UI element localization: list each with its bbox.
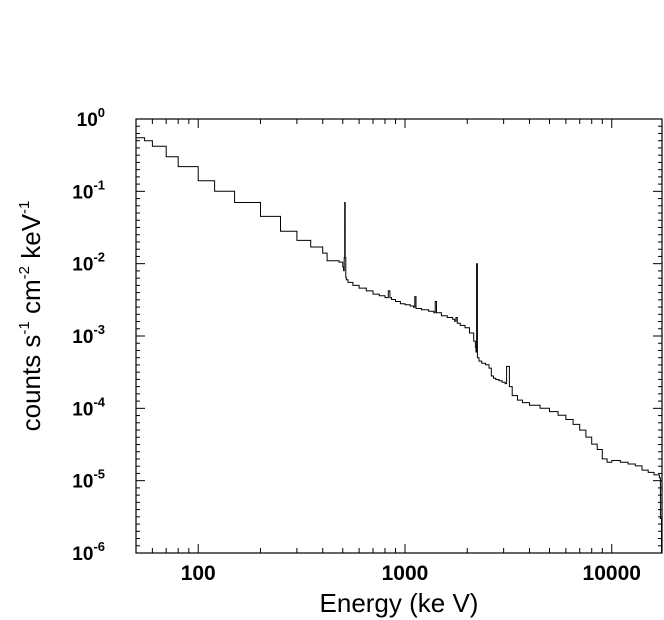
y-axis-title-exp1: -1 [16, 321, 33, 334]
x-axis-title: Energy (ke V) [320, 588, 479, 618]
y-tick-label: 10-4 [72, 394, 105, 420]
y-tick-label: 10-6 [72, 539, 105, 565]
y-axis-title: counts s-1 cm-2 keV-1 [16, 201, 46, 432]
y-tick-label: 10-3 [72, 322, 105, 348]
x-tick-labels: 100 1000 10000 [181, 562, 641, 585]
x-tick-label: 10000 [583, 562, 641, 585]
series-line [136, 137, 662, 553]
x-tick-label: 1000 [382, 562, 429, 585]
y-tick-label: 10-5 [72, 467, 105, 493]
y-axis-title-exp3: -1 [16, 201, 33, 214]
y-tick-label: 10-1 [72, 177, 105, 203]
y-axis-title-mid: cm [16, 279, 46, 321]
y-axis-title-base: counts s [16, 335, 46, 432]
y-axis-title-end: keV [16, 213, 46, 266]
y-tick-labels: 100 10-1 10-2 10-3 10-4 10-5 10-6 [72, 105, 105, 565]
y-tick-label: 10-2 [72, 250, 105, 276]
axis-ticks [135, 118, 662, 554]
y-axis-title-exp2: -2 [16, 266, 33, 279]
x-tick-label: 100 [181, 562, 216, 585]
y-tick-label: 100 [77, 105, 105, 131]
